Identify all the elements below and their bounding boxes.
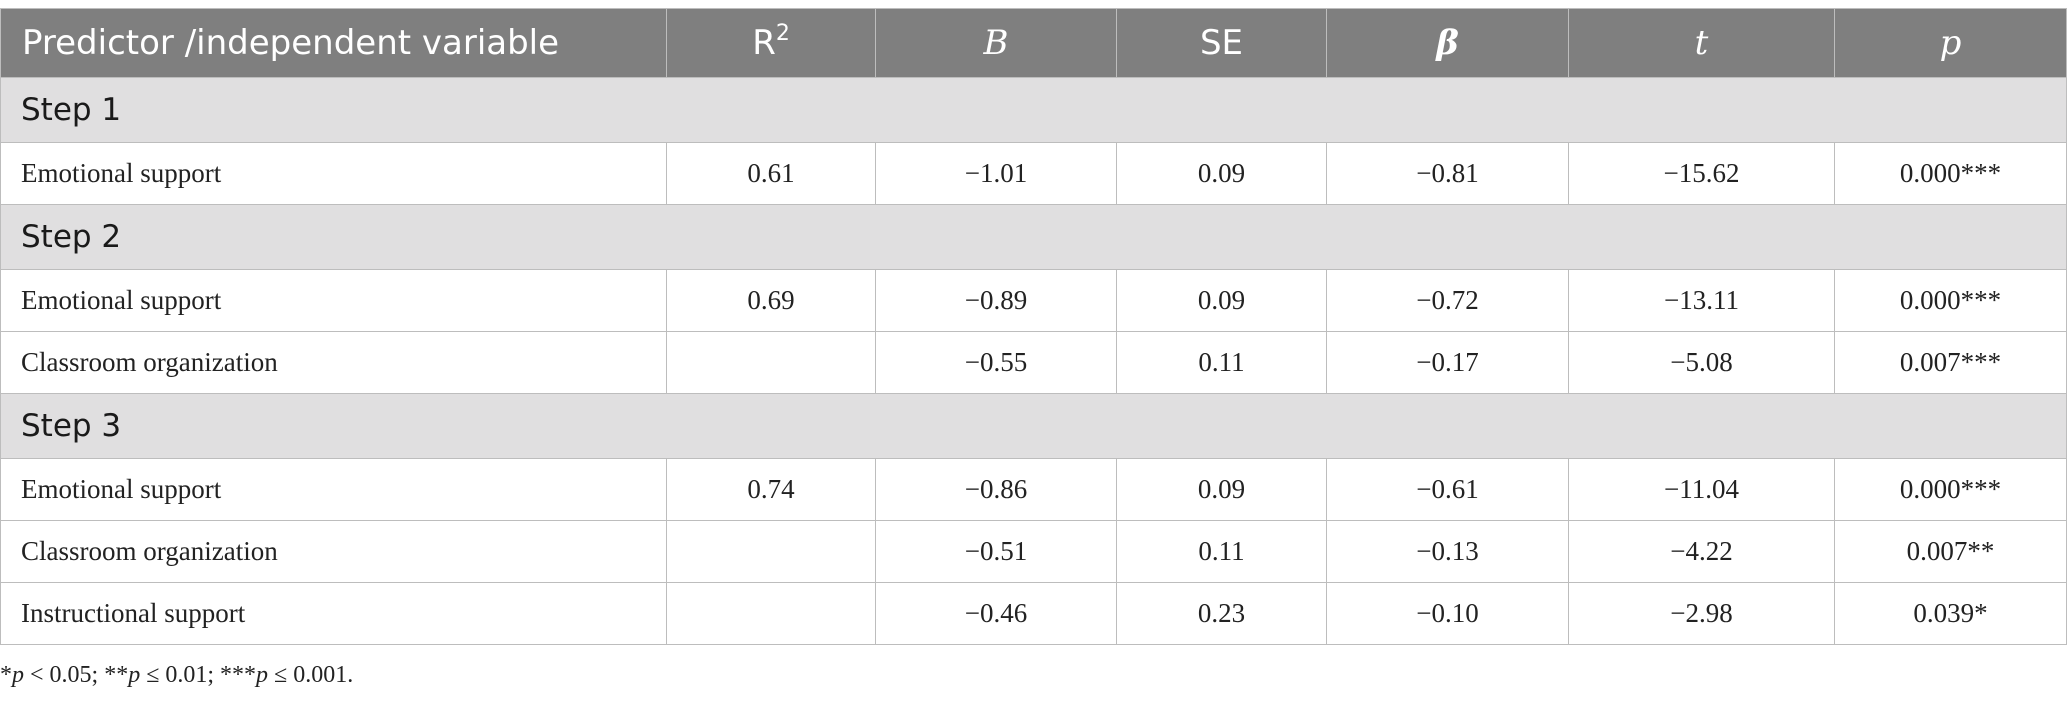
cell-se: 0.23 xyxy=(1116,582,1327,645)
footnote-p-symbol: p xyxy=(256,662,269,688)
cell-predictor: Emotional support xyxy=(0,458,667,521)
cell-beta: −0.61 xyxy=(1326,458,1569,521)
cell-r-squared xyxy=(666,520,876,583)
cell-predictor: Emotional support xyxy=(0,269,667,332)
table-body: Step 1 Emotional support 0.61 −1.01 0.09… xyxy=(0,77,2067,645)
cell-se: 0.11 xyxy=(1116,331,1327,394)
header-row: Predictor /independent variable R2 B SE … xyxy=(0,8,2067,78)
header-r-squared: R2 xyxy=(666,8,876,78)
cell-p: 0.007*** xyxy=(1834,331,2067,394)
header-se: SE xyxy=(1116,8,1327,78)
step-label: Step 1 xyxy=(0,77,2067,143)
cell-beta: −0.72 xyxy=(1326,269,1569,332)
header-p: p xyxy=(1834,8,2067,78)
footnote-p-symbol: p xyxy=(128,662,141,688)
header-r-squared-base: R xyxy=(752,23,776,63)
header-beta: β xyxy=(1326,8,1569,78)
cell-b: −1.01 xyxy=(875,142,1117,205)
cell-r-squared: 0.69 xyxy=(666,269,876,332)
footnote-star: * xyxy=(0,662,12,688)
table-row: Emotional support 0.69 −0.89 0.09 −0.72 … xyxy=(0,269,2067,332)
cell-b: −0.89 xyxy=(875,269,1117,332)
step-row: Step 1 xyxy=(0,77,2067,143)
cell-t: −2.98 xyxy=(1568,582,1835,645)
header-b: B xyxy=(875,8,1117,78)
header-t: t xyxy=(1568,8,1835,78)
cell-beta: −0.81 xyxy=(1326,142,1569,205)
cell-p: 0.000*** xyxy=(1834,269,2067,332)
cell-t: −15.62 xyxy=(1568,142,1835,205)
cell-b: −0.46 xyxy=(875,582,1117,645)
cell-predictor: Classroom organization xyxy=(0,520,667,583)
table-footnote: *p < 0.05; **p ≤ 0.01; ***p ≤ 0.001. xyxy=(0,662,353,689)
table-row: Classroom organization −0.55 0.11 −0.17 … xyxy=(0,331,2067,394)
cell-predictor: Classroom organization xyxy=(0,331,667,394)
cell-r-squared xyxy=(666,331,876,394)
step-row: Step 2 xyxy=(0,204,2067,270)
header-p-label: p xyxy=(1939,23,1962,63)
cell-predictor: Instructional support xyxy=(0,582,667,645)
cell-b: −0.55 xyxy=(875,331,1117,394)
cell-b: −0.51 xyxy=(875,520,1117,583)
cell-r-squared: 0.61 xyxy=(666,142,876,205)
cell-t: −13.11 xyxy=(1568,269,1835,332)
step-label: Step 2 xyxy=(0,204,2067,270)
step-label: Step 3 xyxy=(0,393,2067,459)
footnote-p-symbol: p xyxy=(12,662,24,688)
cell-t: −5.08 xyxy=(1568,331,1835,394)
cell-beta: −0.17 xyxy=(1326,331,1569,394)
header-predictor: Predictor /independent variable xyxy=(0,8,667,78)
cell-b: −0.86 xyxy=(875,458,1117,521)
cell-beta: −0.13 xyxy=(1326,520,1569,583)
cell-r-squared: 0.74 xyxy=(666,458,876,521)
footnote-text: < 0.05; ** xyxy=(24,662,129,688)
header-t-label: t xyxy=(1694,23,1709,63)
cell-se: 0.09 xyxy=(1116,269,1327,332)
step-row: Step 3 xyxy=(0,393,2067,459)
cell-t: −4.22 xyxy=(1568,520,1835,583)
cell-p: 0.000*** xyxy=(1834,458,2067,521)
cell-se: 0.09 xyxy=(1116,458,1327,521)
table-row: Emotional support 0.74 −0.86 0.09 −0.61 … xyxy=(0,458,2067,521)
cell-beta: −0.10 xyxy=(1326,582,1569,645)
cell-p: 0.039* xyxy=(1834,582,2067,645)
cell-t: −11.04 xyxy=(1568,458,1835,521)
cell-predictor: Emotional support xyxy=(0,142,667,205)
cell-p: 0.007** xyxy=(1834,520,2067,583)
table-row: Instructional support −0.46 0.23 −0.10 −… xyxy=(0,582,2067,645)
regression-table: Predictor /independent variable R2 B SE … xyxy=(0,8,2067,645)
header-b-label: B xyxy=(983,23,1009,63)
table-row: Classroom organization −0.51 0.11 −0.13 … xyxy=(0,520,2067,583)
header-beta-label: β xyxy=(1436,23,1459,63)
table-row: Emotional support 0.61 −1.01 0.09 −0.81 … xyxy=(0,142,2067,205)
footnote-text: ≤ 0.001. xyxy=(268,662,354,688)
footnote-text: ≤ 0.01; *** xyxy=(140,662,257,688)
regression-table-container: Predictor /independent variable R2 B SE … xyxy=(0,8,2067,645)
header-r-squared-superscript: 2 xyxy=(775,21,790,46)
cell-r-squared xyxy=(666,582,876,645)
table-header: Predictor /independent variable R2 B SE … xyxy=(0,8,2067,78)
cell-p: 0.000*** xyxy=(1834,142,2067,205)
cell-se: 0.09 xyxy=(1116,142,1327,205)
cell-se: 0.11 xyxy=(1116,520,1327,583)
